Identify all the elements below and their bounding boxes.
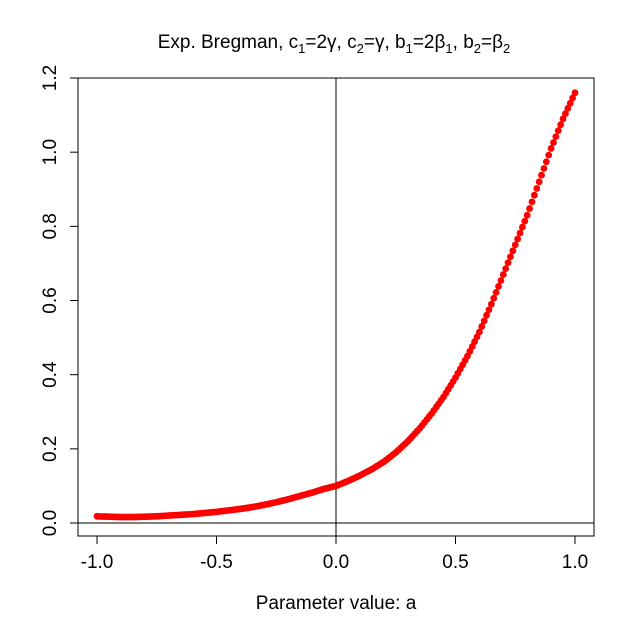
- x-axis-label: Parameter value: a: [256, 593, 417, 614]
- data-point: [507, 253, 514, 261]
- data-point: [509, 247, 517, 255]
- data-point: [516, 229, 524, 237]
- data-point: [542, 158, 550, 166]
- data-point: [557, 121, 565, 129]
- x-axis: -1.0 -0.5 0.0 0.5 1.0: [81, 536, 588, 573]
- data-point: [526, 205, 533, 212]
- data-point: [497, 277, 505, 284]
- data-point: [528, 198, 536, 206]
- data-point: [478, 323, 486, 330]
- data-point: [530, 191, 538, 199]
- data-point: [535, 178, 543, 186]
- data-point: [502, 265, 510, 273]
- data-point: [514, 235, 522, 243]
- data-point: [499, 271, 507, 278]
- y-tick-label: 0.8: [40, 213, 61, 239]
- data-point: [485, 306, 493, 314]
- x-tick-label: 1.0: [562, 552, 588, 573]
- data-point: [487, 300, 495, 308]
- x-tick-label: -0.5: [200, 552, 233, 573]
- data-point: [562, 110, 569, 117]
- data-point: [490, 294, 498, 302]
- data-point: [476, 328, 483, 336]
- data-point: [564, 105, 572, 112]
- data-point: [492, 288, 500, 296]
- data-points: [93, 89, 579, 521]
- data-point: [523, 211, 531, 219]
- y-tick-label: 0.2: [40, 436, 61, 462]
- x-tick-label: 0.5: [442, 552, 468, 573]
- data-point: [521, 217, 529, 225]
- data-point: [566, 99, 574, 107]
- data-point: [569, 94, 577, 102]
- data-point: [538, 171, 545, 179]
- data-point: [571, 89, 579, 97]
- y-tick-label: 1.2: [40, 65, 61, 91]
- data-point: [547, 145, 555, 152]
- y-tick-label: 0.6: [40, 287, 61, 313]
- y-tick-label: 0.4: [40, 361, 61, 388]
- data-point: [552, 133, 560, 140]
- data-point: [480, 317, 488, 325]
- y-axis: 0.0 0.2 0.4 0.6 0.8 1.0 1.2: [40, 65, 78, 536]
- y-tick-label: 0.0: [40, 510, 61, 536]
- data-point: [559, 115, 567, 123]
- data-point: [504, 259, 512, 267]
- reference-lines: [78, 78, 594, 536]
- data-point: [533, 185, 541, 192]
- data-point: [554, 127, 562, 135]
- data-point: [545, 151, 553, 159]
- chart-title: Exp. Bregman, c1=2γ, c2=γ, b1=2β1, b2=β2: [158, 32, 511, 56]
- data-point: [511, 241, 519, 249]
- data-point: [550, 139, 557, 146]
- data-point: [540, 165, 548, 172]
- data-point: [483, 311, 490, 319]
- y-tick-label: 1.0: [40, 139, 61, 165]
- x-tick-label: -1.0: [81, 552, 114, 573]
- data-point: [495, 283, 502, 290]
- x-tick-label: 0.0: [323, 552, 349, 573]
- data-point: [519, 223, 526, 231]
